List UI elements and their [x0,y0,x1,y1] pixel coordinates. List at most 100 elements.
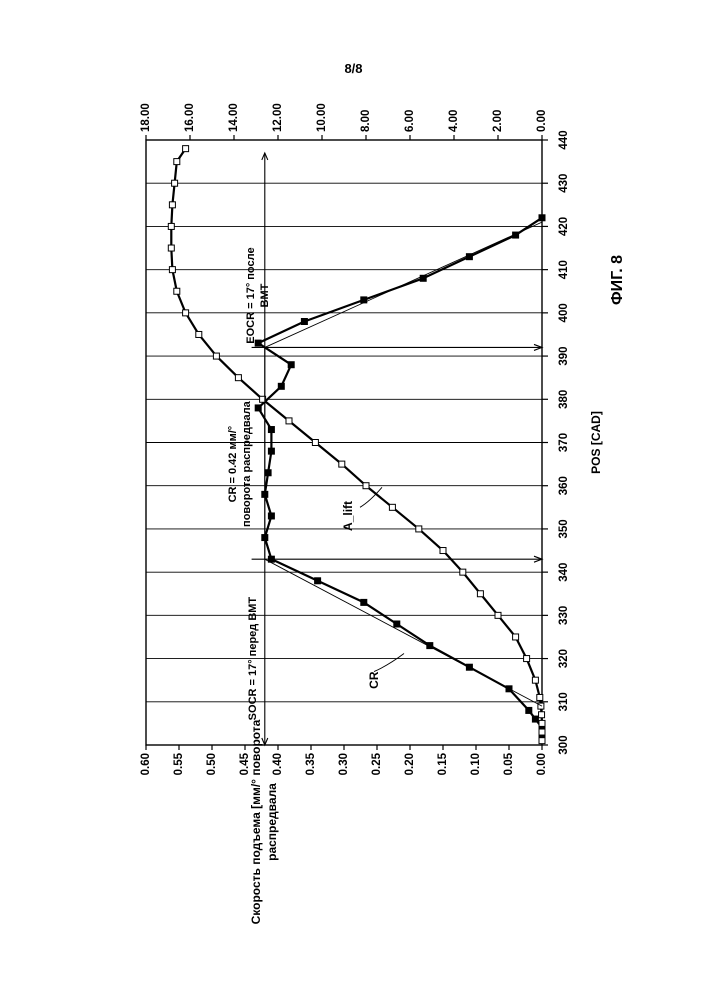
data-point [255,405,261,411]
data-point [539,720,545,726]
data-point [301,319,307,325]
x-tick-label: 420 [558,217,570,236]
right-tick-label: 16.00 [184,103,196,132]
grid [146,183,542,702]
x-tick-label: 340 [558,563,570,582]
data-point [196,331,202,337]
data-point [168,223,174,229]
data-point [315,578,321,584]
data-point [361,599,367,605]
data-point [288,362,294,368]
cr-value-annotation: поворота распредвала [241,400,253,527]
left-tick-label: 0.05 [503,752,515,775]
eocr-annotation: ВМТ [259,283,271,307]
data-point [460,569,466,575]
x-tick-label: 410 [558,260,570,279]
data-point [174,159,180,165]
data-point [532,677,538,683]
data-point [268,448,274,454]
x-tick-label: 400 [558,303,570,322]
series-group [168,146,545,744]
data-point [440,548,446,554]
data-point [394,621,400,627]
data-point [174,288,180,294]
left-tick-label: 0.10 [470,753,482,775]
left-tick-label: 0.40 [272,753,284,775]
x-tick-label: 330 [558,606,570,625]
x-tick-label: 350 [558,519,570,538]
x-tick-label: 320 [558,649,570,668]
right-tick-label: 6.00 [404,110,416,132]
data-point [416,526,422,532]
x-tick-label: 370 [558,433,570,452]
data-point [286,418,292,424]
series-cr [255,215,545,740]
data-point [537,694,543,700]
x-tick-label: 440 [558,130,570,149]
cr-callout-label: CR [367,671,381,689]
left-tick-label: 0.50 [206,753,218,775]
right-y-ticks: 0.00 2.00 4.00 6.00 8.00 10.00 12.00 14.00 16.00… [140,103,548,140]
data-point [526,707,532,713]
series-a-lift [168,146,545,744]
alift-callout-label: A_lift [341,501,355,531]
right-tick-label: 14.00 [228,103,240,132]
figure-label: ФИГ. 8 [609,255,626,305]
right-tick-label: 18.00 [140,103,152,132]
right-tick-label: 4.00 [448,110,460,132]
right-tick-label: 2.00 [492,110,504,132]
data-point [183,310,189,316]
left-tick-label: 0.35 [305,752,317,775]
x-tick-label: 380 [558,390,570,409]
data-point [389,504,395,510]
data-point [477,591,483,597]
data-point [169,202,175,208]
data-point [265,470,271,476]
right-tick-label: 0.00 [536,110,548,132]
data-point [539,712,545,718]
data-point [312,440,318,446]
data-point [532,716,538,722]
cr-leader-line [374,654,404,672]
data-point [539,729,545,735]
data-point [235,375,241,381]
cr-value-annotation: CR = 0.42 мм/° [227,426,239,503]
data-point [169,267,175,273]
left-tick-label: 0.20 [404,753,416,775]
data-point [172,180,178,186]
socr-annotation: SOCR = 17° перед ВМТ [247,597,259,721]
right-tick-label: 8.00 [360,110,372,132]
x-tick-label: 310 [558,692,570,711]
data-point [183,146,189,152]
x-ticks: 300 310 320 330 340 350 360 370 380 390 400 410 420 4… [542,130,570,754]
x-tick-label: 390 [558,346,570,365]
x-axis-label: POS [CAD] [589,411,603,474]
left-axis-label: распредвала [265,783,279,861]
data-point [539,215,545,221]
data-point [539,738,545,744]
right-tick-label: 10.00 [316,103,328,132]
data-point [495,612,501,618]
series-line [265,222,542,706]
x-tick-label: 300 [558,735,570,754]
left-tick-label: 0.00 [536,753,548,775]
x-tick-label: 360 [558,476,570,495]
right-tick-label: 12.00 [272,103,284,132]
data-point [213,353,219,359]
data-point [268,513,274,519]
series-envelope [265,222,542,706]
data-point [524,656,530,662]
x-tick-label: 430 [558,174,570,193]
left-tick-label: 0.25 [371,752,383,775]
eocr-annotation: EOCR = 17° после [245,247,257,343]
data-point [363,483,369,489]
data-point [168,245,174,251]
left-tick-label: 0.60 [140,753,152,775]
left-tick-label: 0.15 [437,752,449,775]
data-point [339,461,345,467]
left-y-ticks: 0.000.050.100.150.200.250.300.350.400.45… [140,745,548,775]
data-point [513,634,519,640]
data-point [268,427,274,433]
left-tick-label: 0.55 [173,752,185,775]
